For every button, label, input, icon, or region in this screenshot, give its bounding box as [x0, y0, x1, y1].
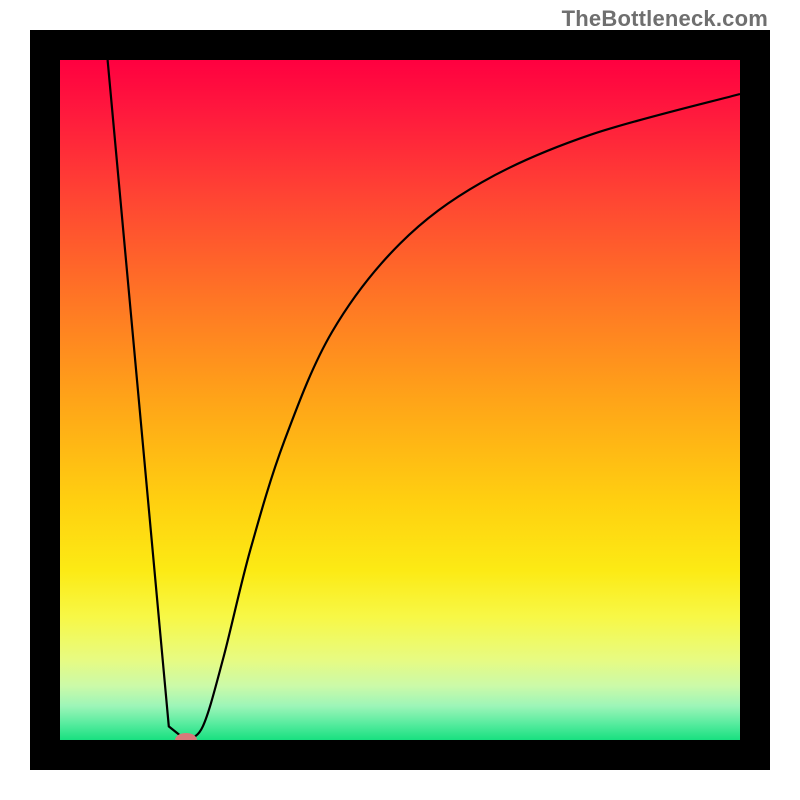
watermark-text: TheBottleneck.com	[562, 6, 768, 32]
chart-border	[30, 30, 770, 770]
chart-area	[30, 30, 770, 770]
chart-container: TheBottleneck.com	[0, 0, 800, 800]
